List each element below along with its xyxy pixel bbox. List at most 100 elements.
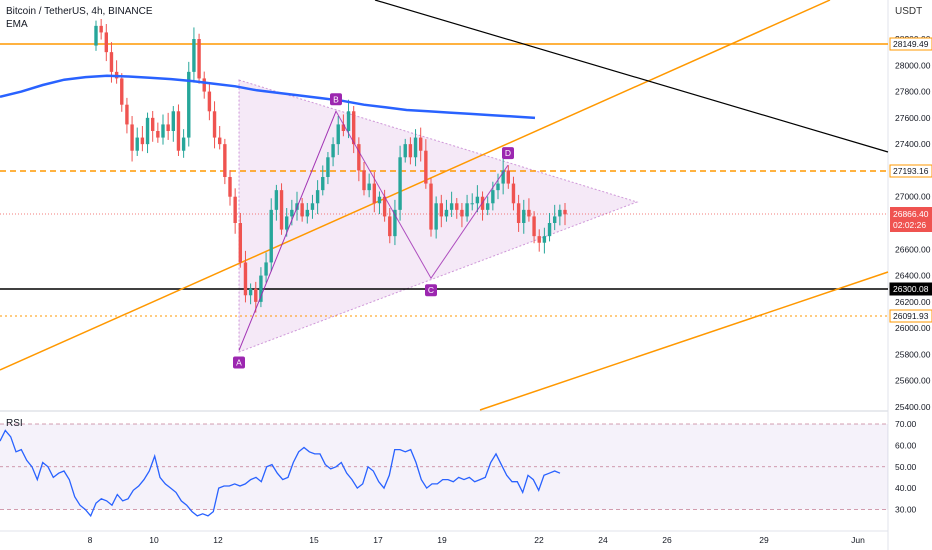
candle-body <box>460 209 464 217</box>
ema-indicator-label[interactable]: EMA <box>6 19 28 30</box>
countdown-label: 02:02:26 <box>893 220 926 230</box>
candle-body <box>156 131 160 138</box>
price-tick-label: 27800.00 <box>895 87 931 97</box>
candle-body <box>367 183 371 191</box>
candle-body <box>491 190 495 204</box>
candle-body <box>264 262 268 276</box>
candle-body <box>449 203 454 210</box>
time-tick-label: 26 <box>662 535 672 545</box>
ema-line <box>0 74 536 120</box>
candle-body <box>362 170 366 191</box>
candle-body <box>444 209 449 217</box>
time-tick-label: 29 <box>759 535 769 545</box>
candle-body <box>150 117 155 131</box>
candle-body <box>418 137 423 151</box>
chart-title: Bitcoin / TetherUS, 4h, BINANCE <box>6 6 153 17</box>
candle-body <box>223 144 227 177</box>
candle-body <box>336 124 340 145</box>
candle-body <box>326 157 330 177</box>
price-tick-label: 26400.00 <box>895 271 931 281</box>
time-tick-label: Jun <box>851 535 865 545</box>
price-tag <box>889 164 932 178</box>
price-tick-label: 25600.00 <box>895 376 931 386</box>
rsi-tick-label: 30.00 <box>895 505 917 515</box>
candle-body <box>259 275 263 302</box>
candle-body <box>511 183 516 204</box>
candle-body <box>542 236 547 243</box>
price-tick-label: 28000.00 <box>895 60 931 70</box>
candle-body <box>310 203 315 210</box>
candle-body <box>393 209 397 237</box>
price-tag <box>889 309 932 323</box>
candle-body <box>532 216 536 237</box>
candle-body <box>552 216 557 223</box>
candle-body <box>233 196 237 223</box>
lower-channel-line <box>0 0 831 371</box>
candle-body <box>99 25 103 33</box>
candle-body <box>202 78 206 92</box>
time-tick-label: 17 <box>373 535 383 545</box>
price-tick-label: 27400.00 <box>895 139 931 149</box>
candle-body <box>413 137 418 158</box>
candle-body <box>398 157 402 210</box>
candle-body <box>120 78 124 105</box>
pattern-point-label: D <box>505 148 511 158</box>
candle-body <box>161 124 165 138</box>
candle-body <box>382 196 387 217</box>
candle-body <box>455 203 459 210</box>
rsi-tick-label: 40.00 <box>895 483 917 493</box>
candle-body <box>243 262 248 296</box>
candle-body <box>388 216 392 237</box>
price-tick-label: 26000.00 <box>895 323 931 333</box>
price-tag <box>889 282 932 296</box>
time-tick-label: 10 <box>149 535 159 545</box>
candle-body <box>558 209 562 217</box>
candle-body <box>501 170 505 184</box>
candle-body <box>537 236 541 243</box>
abcd-leg <box>238 111 337 351</box>
current-price-label: 26866.40 <box>893 209 929 219</box>
candle-body <box>496 183 500 191</box>
price-tag-label: 26300.08 <box>893 284 929 294</box>
candle-body <box>248 288 253 296</box>
current-price-tag <box>890 207 932 232</box>
candle-body <box>238 223 243 263</box>
candle-body <box>563 209 567 215</box>
price-tag-label: 28149.49 <box>893 39 929 49</box>
candle-body <box>290 209 294 217</box>
rsi-line <box>0 429 561 518</box>
pattern-point-label: A <box>236 357 242 367</box>
time-tick-label: 22 <box>534 535 544 545</box>
candle-body <box>176 111 181 151</box>
rsi-label: RSI <box>6 418 23 429</box>
candle-body <box>372 183 377 204</box>
pattern-point-d-badge <box>502 147 514 160</box>
candle-body <box>357 144 361 171</box>
price-tick-label: 26200.00 <box>895 297 931 307</box>
candle-body <box>522 209 526 223</box>
candle-body <box>212 111 217 138</box>
candle-body <box>403 144 407 158</box>
price-tick-label: 25400.00 <box>895 402 931 412</box>
candle-body <box>125 104 129 125</box>
pattern-point-label: C <box>428 285 434 295</box>
candle-body <box>351 111 356 145</box>
candle-body <box>377 196 382 204</box>
candle-body <box>274 190 279 210</box>
candle-body <box>171 111 176 131</box>
candle-body <box>228 177 232 197</box>
candle-body <box>331 144 335 158</box>
candle-body <box>217 137 222 145</box>
candle-body <box>305 209 310 217</box>
candle-body <box>269 209 273 263</box>
pattern-point-b-badge <box>330 93 342 106</box>
candle-body <box>207 91 212 112</box>
price-tag <box>889 37 932 51</box>
upper-channel-line <box>479 271 889 411</box>
time-tick-label: 24 <box>598 535 608 545</box>
candle-body <box>424 150 428 184</box>
candle-body <box>130 124 134 151</box>
price-tick-label: 27000.00 <box>895 192 931 202</box>
candle-body <box>408 144 413 158</box>
